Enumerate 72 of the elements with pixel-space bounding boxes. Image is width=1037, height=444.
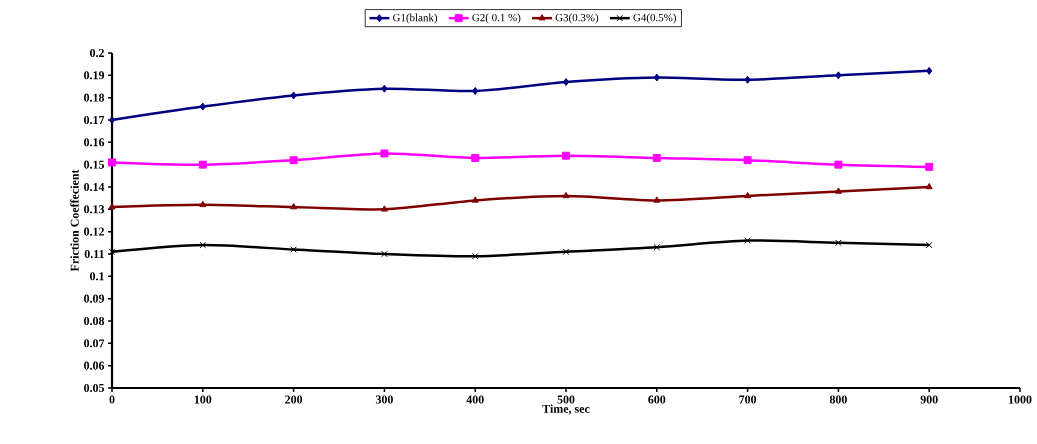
y-tick-label: 0.19 (84, 71, 105, 80)
x-tick-label: 200 (285, 395, 303, 404)
y-tick-label: 0.12 (84, 227, 104, 236)
point (471, 252, 479, 260)
x-axis-title: Time, sec (542, 404, 590, 415)
y-tick-label: 0.09 (84, 294, 105, 303)
point (108, 248, 116, 256)
y-tick-label: 0.15 (84, 160, 105, 169)
point (925, 183, 933, 190)
point (380, 149, 389, 158)
legend-label: G1(blank) (392, 13, 438, 24)
point (744, 237, 751, 244)
point (744, 191, 752, 199)
point (471, 196, 479, 203)
point (743, 156, 752, 165)
point (381, 250, 388, 258)
y-tick-label: 0.14 (84, 182, 105, 192)
y-axis-title: Friction Coeffecient (70, 169, 79, 272)
x-tick-label: 800 (829, 395, 847, 404)
x-tick-label: 500 (557, 395, 575, 404)
x-tick-label: 600 (648, 395, 666, 404)
point (472, 86, 479, 95)
point (834, 160, 843, 169)
x-tick-label: 400 (466, 395, 484, 404)
point (835, 239, 842, 247)
point (290, 203, 298, 210)
point (652, 153, 661, 162)
point (290, 91, 297, 100)
x-tick-label: 300 (375, 395, 393, 404)
y-tick-label: 0.06 (84, 361, 105, 370)
x-tick-label: 1000 (1009, 395, 1032, 404)
x-tick-label: 700 (739, 395, 757, 404)
y-tick-label: 0.11 (84, 249, 104, 259)
point (653, 196, 661, 203)
point (835, 71, 842, 80)
point (199, 102, 206, 111)
point (744, 75, 751, 84)
x-tick-label: 0 (109, 395, 115, 404)
point (562, 248, 570, 256)
x-tick-label: 900 (920, 395, 938, 404)
y-tick-label: 0.18 (84, 93, 105, 102)
x-tick-label: 100 (194, 395, 212, 404)
y-tick-label: 0.08 (84, 316, 105, 326)
y-tick-label: 0.13 (84, 205, 105, 214)
point (380, 205, 388, 212)
y-tick-label: 0.1 (90, 272, 104, 281)
point (926, 66, 933, 75)
point (471, 153, 480, 162)
point (834, 187, 842, 194)
point (108, 116, 116, 124)
point (653, 73, 660, 82)
legend-label: G4(0.5%) (633, 13, 676, 24)
point (381, 84, 388, 93)
y-tick-label: 0.05 (84, 383, 105, 393)
point (562, 191, 570, 199)
point (562, 151, 570, 160)
y-tick-label: 0.2 (90, 48, 104, 58)
y-tick-label: 0.16 (84, 138, 105, 147)
point (199, 241, 207, 249)
legend-label: G2( 0.1 %) (472, 13, 521, 24)
point (290, 246, 297, 253)
point (108, 203, 116, 210)
point (925, 162, 934, 171)
point (108, 158, 116, 167)
point (653, 243, 661, 251)
legend-label: G3(0.3%) (555, 13, 599, 24)
point (198, 160, 207, 169)
y-tick-label: 0.17 (84, 115, 105, 125)
point (199, 200, 207, 208)
point (925, 241, 933, 249)
point (289, 156, 298, 165)
y-tick-label: 0.07 (84, 339, 105, 348)
